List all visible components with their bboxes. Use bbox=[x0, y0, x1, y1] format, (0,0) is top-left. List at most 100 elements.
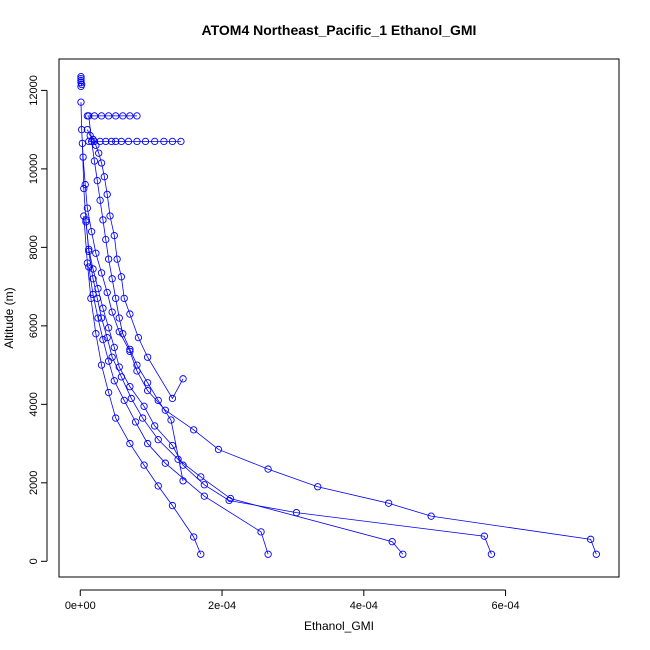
data-point bbox=[80, 212, 88, 220]
data-point bbox=[117, 273, 126, 281]
data-point bbox=[81, 180, 89, 189]
data-point bbox=[143, 386, 152, 395]
series-line bbox=[88, 266, 269, 555]
data-point bbox=[97, 361, 106, 369]
data-point bbox=[110, 377, 118, 385]
data-point bbox=[92, 141, 100, 149]
data-point bbox=[120, 396, 128, 405]
data-point bbox=[104, 388, 113, 397]
x-tick-label: 4e-04 bbox=[350, 600, 378, 612]
data-point bbox=[154, 396, 162, 405]
series-profile-5 bbox=[80, 212, 205, 558]
data-point bbox=[82, 216, 90, 224]
data-point bbox=[131, 418, 140, 426]
data-point bbox=[85, 137, 93, 146]
data-point bbox=[112, 294, 120, 303]
data-point bbox=[92, 249, 100, 257]
data-point bbox=[89, 265, 97, 273]
data-point bbox=[94, 314, 102, 322]
data-point bbox=[97, 112, 106, 120]
chart-title: ATOM4 Northeast_Pacific_1 Ethanol_GMI bbox=[202, 22, 477, 38]
data-point bbox=[113, 255, 121, 263]
y-axis: 0 2000 4000 6000 8000 10000 12000 bbox=[28, 75, 48, 564]
data-point bbox=[77, 76, 85, 85]
series-line bbox=[80, 102, 597, 555]
data-point bbox=[384, 499, 393, 507]
data-point bbox=[399, 550, 407, 558]
data-point bbox=[151, 137, 159, 146]
data-point bbox=[168, 501, 177, 510]
data-point bbox=[115, 314, 123, 322]
data-point bbox=[107, 137, 116, 146]
data-point bbox=[89, 275, 97, 283]
data-point bbox=[83, 112, 92, 120]
series-profile-2 bbox=[78, 139, 496, 558]
data-point bbox=[95, 149, 103, 157]
data-point bbox=[83, 204, 92, 212]
data-point bbox=[112, 414, 120, 422]
data-point bbox=[87, 294, 95, 303]
data-point bbox=[87, 228, 96, 236]
data-point bbox=[133, 137, 141, 146]
data-point bbox=[102, 137, 110, 146]
data-point bbox=[104, 357, 113, 365]
data-point bbox=[77, 73, 85, 81]
data-point bbox=[200, 481, 208, 489]
data-point bbox=[77, 98, 85, 106]
data-point bbox=[99, 216, 107, 224]
data-point bbox=[264, 465, 272, 473]
series-profile-9 bbox=[83, 112, 141, 120]
series-line bbox=[85, 219, 404, 555]
x-tick-label: 6e-04 bbox=[492, 600, 520, 612]
data-point bbox=[264, 550, 272, 558]
data-point bbox=[99, 335, 107, 344]
data-point bbox=[117, 373, 126, 381]
data-point bbox=[104, 324, 113, 332]
x-tick-label: 0e+00 bbox=[65, 600, 96, 612]
data-point bbox=[190, 533, 198, 541]
data-point bbox=[96, 137, 104, 146]
data-point bbox=[112, 137, 120, 146]
data-point bbox=[90, 137, 99, 146]
data-point bbox=[100, 173, 109, 181]
data-point bbox=[92, 330, 100, 338]
y-tick-label: 4000 bbox=[28, 392, 40, 416]
x-axis-label: Ethanol_GMI bbox=[304, 619, 374, 633]
data-point bbox=[200, 492, 208, 500]
data-point bbox=[126, 347, 134, 356]
data-point bbox=[140, 402, 148, 410]
data-point bbox=[126, 345, 134, 354]
data-point bbox=[226, 494, 235, 503]
data-point bbox=[108, 308, 116, 316]
data-point bbox=[120, 294, 128, 303]
data-point bbox=[93, 176, 101, 185]
data-point bbox=[90, 157, 99, 165]
data-point bbox=[214, 445, 223, 454]
data-point bbox=[78, 139, 87, 148]
data-point bbox=[140, 461, 148, 469]
data-point bbox=[103, 288, 111, 297]
data-point bbox=[587, 535, 595, 543]
data-point bbox=[167, 416, 175, 424]
data-point bbox=[154, 482, 162, 490]
data-point bbox=[487, 550, 496, 558]
data-point bbox=[126, 383, 134, 391]
data-point bbox=[151, 422, 159, 430]
data-point bbox=[133, 361, 141, 369]
data-point bbox=[388, 538, 396, 546]
data-point bbox=[160, 137, 168, 146]
data-point bbox=[138, 414, 147, 422]
data-point bbox=[168, 137, 177, 146]
x-tick-label: 2e-04 bbox=[208, 600, 236, 612]
data-point bbox=[117, 137, 126, 146]
data-point bbox=[177, 137, 185, 146]
plot-area-frame bbox=[58, 58, 620, 578]
data-point bbox=[103, 333, 111, 342]
y-tick-label: 2000 bbox=[28, 471, 40, 495]
data-point bbox=[106, 212, 114, 220]
y-tick-label: 12000 bbox=[28, 75, 40, 106]
data-point bbox=[190, 426, 198, 434]
data-point bbox=[77, 82, 85, 91]
data-point bbox=[154, 435, 162, 444]
